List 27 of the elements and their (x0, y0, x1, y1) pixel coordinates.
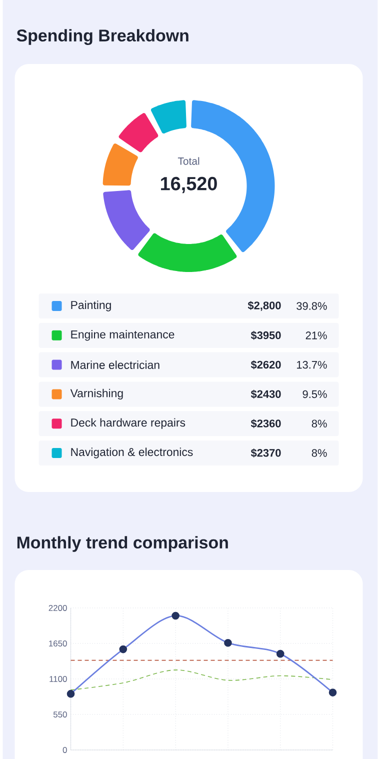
legend-label: Deck hardware repairs (71, 418, 186, 429)
text: Total (178, 157, 200, 165)
text: $2620 (251, 360, 281, 370)
data-label: 9.5% (302, 390, 327, 398)
text: $2,800 (248, 301, 281, 311)
legend-label: Painting (71, 300, 112, 312)
chart-title: Spending Breakdown (16, 29, 188, 45)
data-label: 39.8% (296, 302, 327, 310)
legend-label: Engine maintenance (71, 330, 174, 341)
data-label: 13.7% (297, 360, 327, 369)
y-tick-label: 2200 (48, 604, 68, 611)
y-tick-label: 1650 (49, 640, 68, 646)
y-tick-label: 1100 (50, 676, 68, 682)
data-label: 8% (312, 420, 327, 428)
legend-label: Varnishing (70, 388, 123, 400)
text: $2370 (251, 448, 281, 458)
chart-title: Monthly trend comparison (18, 536, 228, 552)
text: 16,520 (161, 176, 218, 194)
legend-label: Navigation & electronics (71, 448, 193, 458)
data-label: 8% (312, 449, 327, 457)
y-tick-label: 550 (54, 711, 68, 718)
text: $2430 (251, 390, 281, 399)
text: $3950 (251, 330, 281, 340)
legend-label: Marine electrician (71, 360, 160, 369)
text: $2360 (251, 419, 281, 428)
y-tick-label: 0 (62, 746, 68, 753)
data-label: 21% (306, 332, 327, 340)
